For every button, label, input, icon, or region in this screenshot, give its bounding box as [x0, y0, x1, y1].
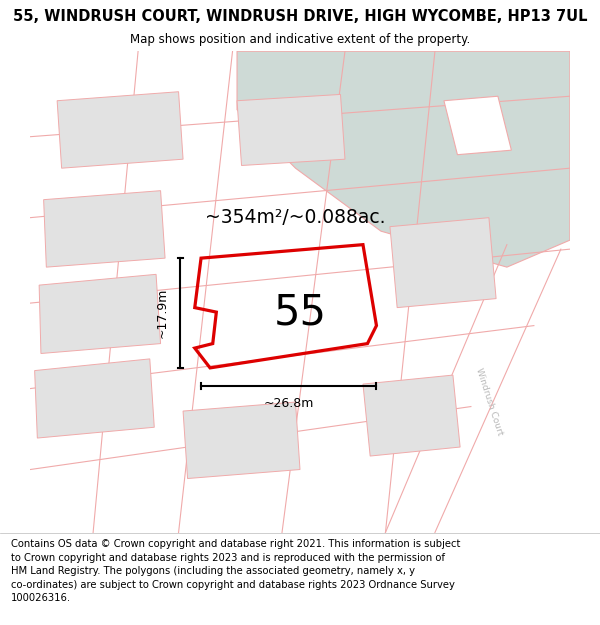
Polygon shape [237, 94, 345, 166]
Polygon shape [363, 375, 460, 456]
Text: Map shows position and indicative extent of the property.: Map shows position and indicative extent… [130, 34, 470, 46]
Text: 55, WINDRUSH COURT, WINDRUSH DRIVE, HIGH WYCOMBE, HP13 7UL: 55, WINDRUSH COURT, WINDRUSH DRIVE, HIGH… [13, 9, 587, 24]
Polygon shape [44, 191, 165, 267]
Text: Contains OS data © Crown copyright and database right 2021. This information is : Contains OS data © Crown copyright and d… [11, 539, 460, 603]
Polygon shape [57, 92, 183, 168]
Text: Windrush Court: Windrush Court [474, 368, 504, 437]
Polygon shape [444, 96, 511, 155]
Polygon shape [183, 402, 300, 479]
Text: ~354m²/~0.088ac.: ~354m²/~0.088ac. [205, 208, 386, 227]
Text: ~17.9m: ~17.9m [156, 288, 169, 338]
Text: 55: 55 [274, 291, 326, 333]
Text: ~26.8m: ~26.8m [263, 398, 314, 411]
Polygon shape [35, 359, 154, 438]
Polygon shape [39, 274, 161, 354]
Polygon shape [390, 217, 496, 308]
Polygon shape [237, 51, 570, 267]
